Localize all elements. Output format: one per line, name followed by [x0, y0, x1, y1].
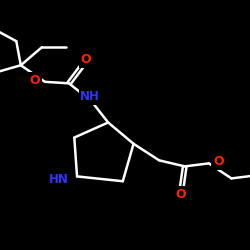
Text: HN: HN	[49, 173, 68, 186]
Text: O: O	[30, 74, 40, 87]
Text: O: O	[213, 155, 224, 168]
Text: O: O	[175, 188, 186, 200]
Text: O: O	[81, 53, 92, 66]
Text: NH: NH	[80, 90, 100, 104]
